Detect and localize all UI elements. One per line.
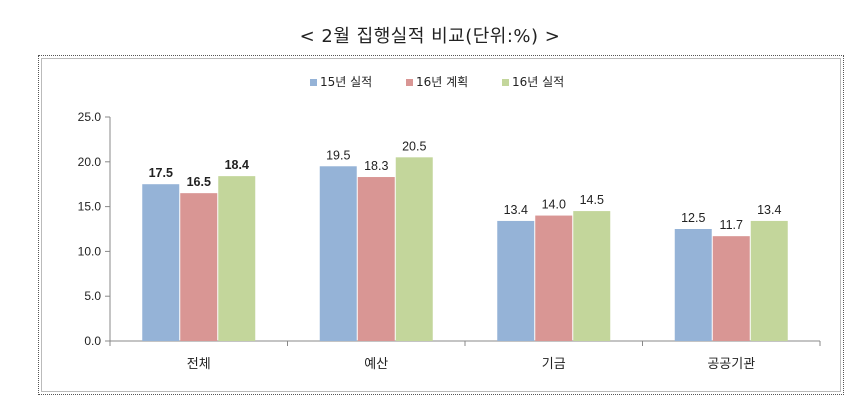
data-label: 17.5	[149, 166, 173, 180]
bar	[180, 193, 218, 341]
legend-swatch	[310, 79, 317, 86]
bar	[535, 215, 573, 341]
legend-label: 15년 실적	[320, 75, 372, 89]
data-label: 11.7	[720, 218, 743, 232]
chart-frame-outer	[38, 55, 844, 395]
bar	[395, 157, 433, 341]
data-label: 13.4	[504, 203, 528, 217]
bar	[674, 229, 712, 341]
chart-title: < 2월 집행실적 비교(단위:%) >	[299, 26, 561, 47]
data-label: 18.3	[364, 159, 388, 173]
bar	[319, 166, 357, 341]
bar	[497, 220, 535, 341]
data-label: 19.5	[326, 148, 350, 162]
x-category-label: 예산	[364, 357, 388, 372]
bar	[357, 177, 395, 341]
x-category-label: 공공기관	[707, 357, 755, 372]
x-category-label: 기금	[542, 357, 566, 372]
y-tick-label: 15.0	[78, 200, 102, 214]
y-tick-label: 25.0	[78, 110, 102, 124]
y-tick-label: 10.0	[78, 244, 102, 258]
legend-label: 16년 실적	[512, 75, 564, 89]
bar	[750, 220, 788, 341]
data-label: 14.5	[580, 193, 604, 207]
y-tick-label: 5.0	[84, 289, 101, 303]
data-label: 20.5	[402, 139, 426, 153]
bar	[142, 184, 180, 341]
data-label: 16.5	[187, 175, 211, 189]
bar	[573, 211, 611, 341]
legend-swatch	[502, 79, 509, 86]
data-label: 12.5	[681, 211, 705, 225]
data-label: 14.0	[542, 198, 566, 212]
bar	[712, 236, 750, 341]
data-label: 18.4	[225, 158, 249, 172]
chart-frame-inner	[41, 58, 841, 392]
bar	[218, 176, 256, 341]
y-tick-label: 20.0	[78, 155, 102, 169]
x-category-label: 전체	[187, 357, 211, 372]
legend-label: 16년 계획	[416, 75, 468, 89]
data-label: 13.4	[757, 203, 781, 217]
legend-swatch	[406, 79, 413, 86]
y-tick-label: 0.0	[84, 334, 101, 348]
